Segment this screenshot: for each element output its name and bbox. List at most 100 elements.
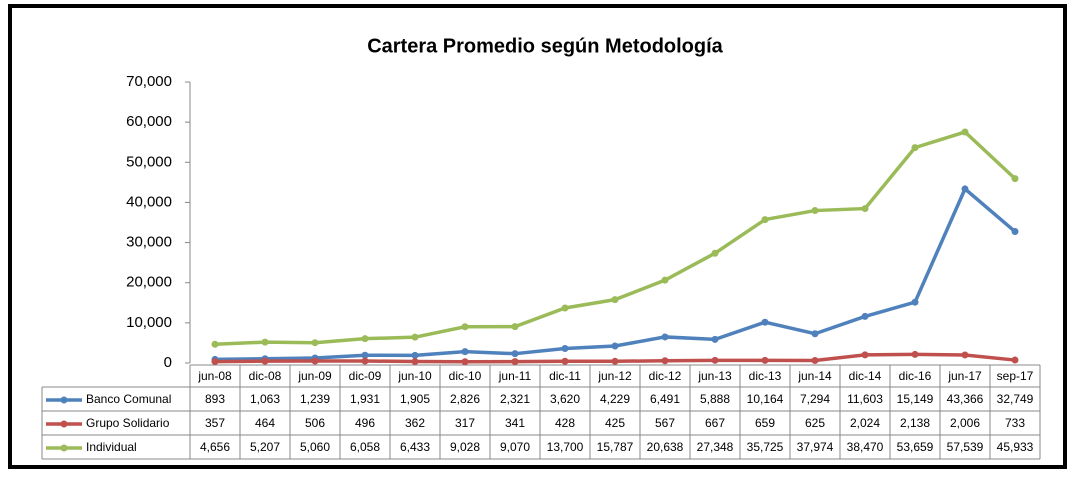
data-label: 5,207 xyxy=(250,440,280,454)
data-point xyxy=(261,338,269,346)
data-label: 1,931 xyxy=(350,392,380,406)
data-label: 10,164 xyxy=(747,392,784,406)
data-label: 9,070 xyxy=(500,440,530,454)
data-point xyxy=(361,357,369,365)
x-tick-label: dic-16 xyxy=(899,369,932,383)
data-point xyxy=(661,276,669,284)
data-point xyxy=(511,323,519,331)
y-tick-label: 40,000 xyxy=(126,193,172,210)
y-tick-label: 30,000 xyxy=(126,234,172,251)
data-label: 464 xyxy=(255,416,275,430)
legend-label: Individual xyxy=(86,440,137,454)
legend-label: Grupo Solidario xyxy=(86,416,170,430)
data-label: 496 xyxy=(355,416,375,430)
data-label: 7,294 xyxy=(800,392,830,406)
data-label: 2,138 xyxy=(900,416,930,430)
data-point xyxy=(661,357,669,365)
x-tick-label: jun-08 xyxy=(197,369,232,383)
data-point xyxy=(861,351,869,359)
x-tick-label: dic-14 xyxy=(849,369,882,383)
y-tick-label: 60,000 xyxy=(126,113,172,130)
legend-marker xyxy=(60,396,68,404)
data-point xyxy=(761,356,769,364)
data-point xyxy=(211,358,219,366)
data-point xyxy=(911,350,919,358)
y-tick-label: 0 xyxy=(164,354,172,371)
data-point xyxy=(461,323,469,331)
data-label: 6,058 xyxy=(350,440,380,454)
data-point xyxy=(311,357,319,365)
data-label: 9,028 xyxy=(450,440,480,454)
x-tick-label: jun-11 xyxy=(498,369,532,383)
data-point xyxy=(611,342,619,350)
data-label: 2,006 xyxy=(950,416,980,430)
y-tick-label: 70,000 xyxy=(126,73,172,90)
data-point xyxy=(511,358,519,366)
data-label: 733 xyxy=(1005,416,1025,430)
data-point xyxy=(1011,228,1019,236)
y-tick-label: 10,000 xyxy=(126,314,172,331)
data-label: 38,470 xyxy=(847,440,884,454)
data-label: 3,620 xyxy=(550,392,580,406)
data-label: 37,974 xyxy=(797,440,834,454)
data-label: 4,656 xyxy=(200,440,230,454)
data-point xyxy=(1011,175,1019,183)
data-label: 2,321 xyxy=(500,392,530,406)
legend-label: Banco Comunal xyxy=(86,392,171,406)
data-point xyxy=(561,344,569,352)
data-point xyxy=(611,296,619,304)
data-label: 5,060 xyxy=(300,440,330,454)
data-label: 659 xyxy=(755,416,775,430)
y-tick-label: 50,000 xyxy=(126,153,172,170)
data-point xyxy=(361,351,369,359)
data-point xyxy=(561,357,569,365)
x-tick-label: sep-17 xyxy=(997,369,1034,383)
data-label: 4,229 xyxy=(600,392,630,406)
data-point xyxy=(761,318,769,326)
data-point xyxy=(511,350,519,358)
x-tick-label: jun-12 xyxy=(597,369,632,383)
data-label: 53,659 xyxy=(897,440,934,454)
data-point xyxy=(611,357,619,365)
x-tick-label: jun-14 xyxy=(797,369,832,383)
data-point xyxy=(861,205,869,213)
data-point xyxy=(861,312,869,320)
data-label: 27,348 xyxy=(697,440,734,454)
x-tick-label: dic-13 xyxy=(749,369,782,383)
chart-frame xyxy=(8,4,1067,469)
data-label: 893 xyxy=(205,392,225,406)
data-point xyxy=(1011,356,1019,364)
data-label: 57,539 xyxy=(947,440,984,454)
data-label: 341 xyxy=(505,416,525,430)
data-label: 45,933 xyxy=(997,440,1034,454)
data-label: 35,725 xyxy=(747,440,784,454)
x-tick-label: dic-10 xyxy=(449,369,482,383)
data-label: 2,826 xyxy=(450,392,480,406)
data-label: 625 xyxy=(805,416,825,430)
data-label: 567 xyxy=(655,416,675,430)
data-point xyxy=(811,356,819,364)
data-label: 32,749 xyxy=(997,392,1034,406)
x-tick-label: dic-12 xyxy=(649,369,682,383)
data-label: 6,433 xyxy=(400,440,430,454)
data-point xyxy=(711,335,719,343)
data-point xyxy=(211,340,219,348)
x-tick-label: jun-13 xyxy=(697,369,732,383)
x-tick-label: jun-09 xyxy=(297,369,332,383)
data-label: 43,366 xyxy=(947,392,984,406)
data-point xyxy=(711,249,719,257)
data-label: 2,024 xyxy=(850,416,880,430)
data-point xyxy=(461,358,469,366)
data-label: 506 xyxy=(305,416,325,430)
chart-title: Cartera Promedio según Metodología xyxy=(367,35,723,57)
legend-marker xyxy=(60,444,68,452)
data-point xyxy=(411,333,419,341)
data-label: 11,603 xyxy=(847,392,883,406)
data-point xyxy=(361,335,369,343)
data-label: 13,700 xyxy=(547,440,584,454)
data-label: 317 xyxy=(455,416,475,430)
data-point xyxy=(911,298,919,306)
data-point xyxy=(961,351,969,359)
data-point xyxy=(311,339,319,347)
